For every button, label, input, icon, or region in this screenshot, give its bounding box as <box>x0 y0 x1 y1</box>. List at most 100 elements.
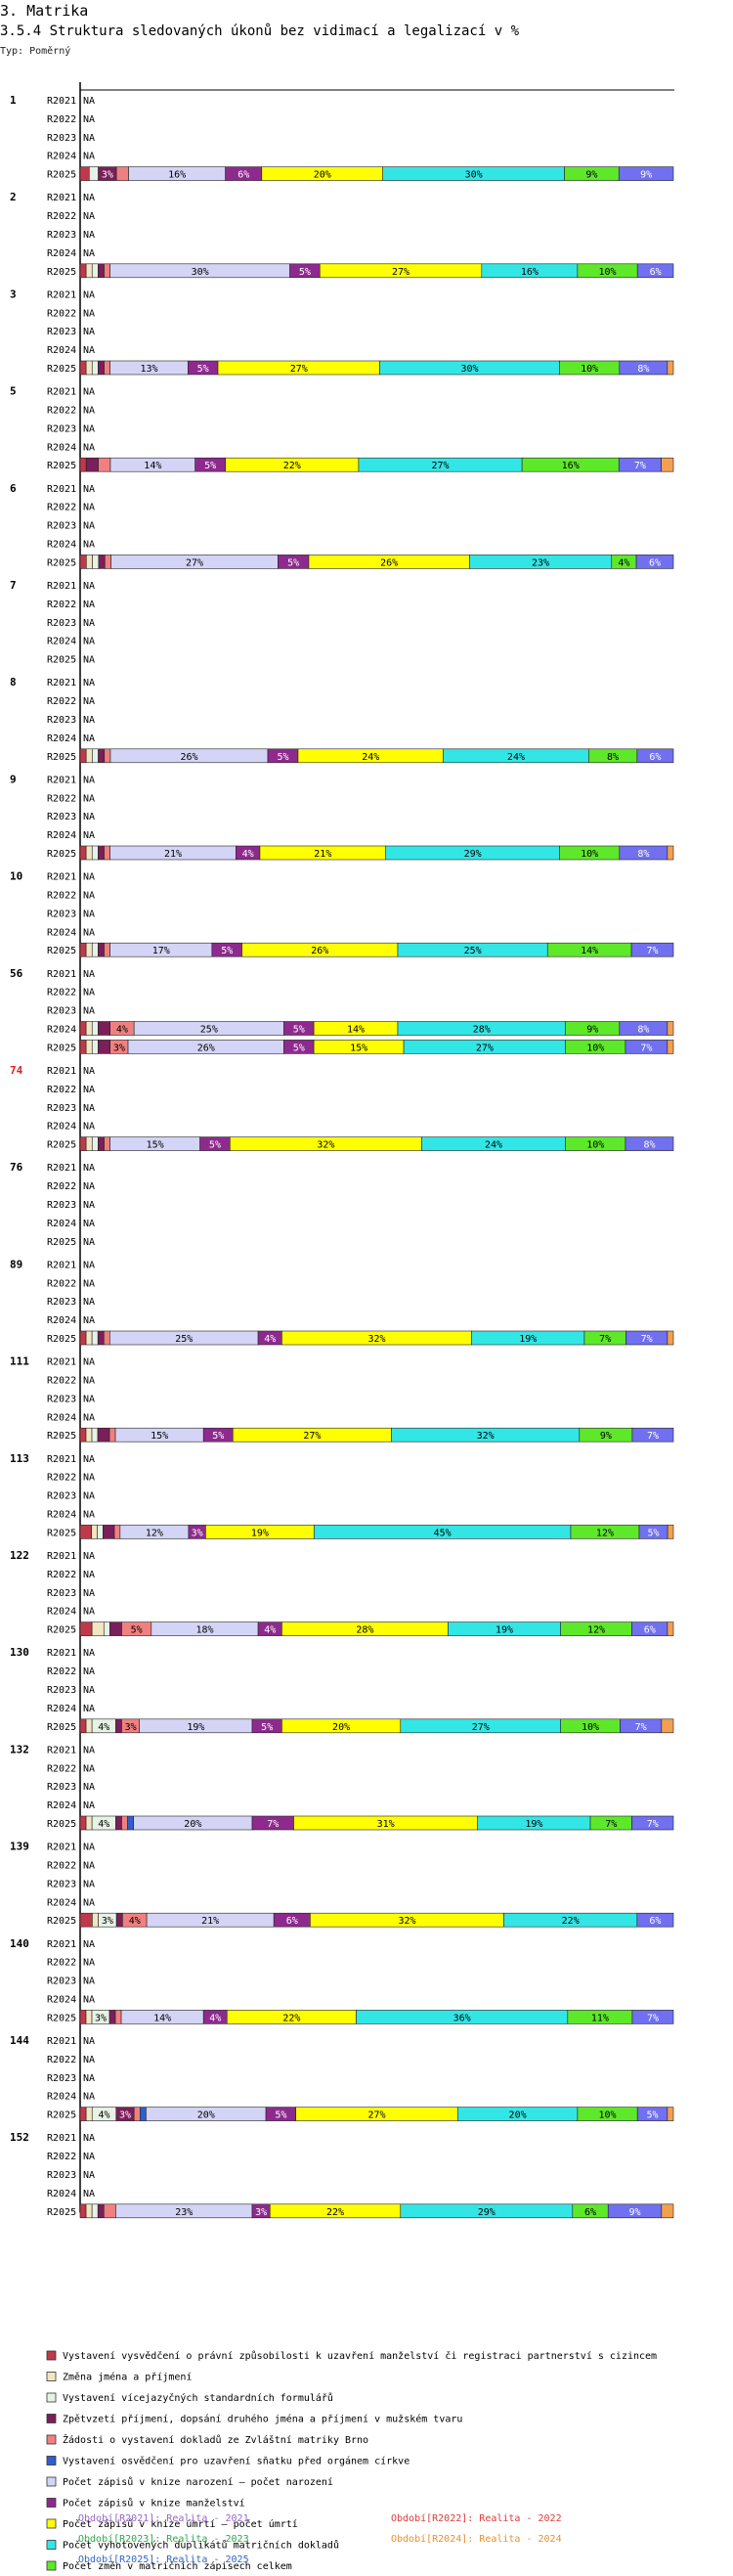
legend-swatch <box>46 2540 57 2550</box>
na-label: NA <box>83 715 95 726</box>
year-tick-label: R2021 <box>47 581 76 592</box>
na-label: NA <box>83 230 95 241</box>
data-label: 32% <box>398 1916 415 1927</box>
bar-segment <box>631 1427 674 1443</box>
na-label: NA <box>83 655 95 666</box>
bar-segment <box>79 1021 87 1036</box>
year-tick-label: R2021 <box>47 2036 76 2047</box>
chart-type-label: Typ: Poměrný <box>0 46 71 57</box>
bar-segment <box>91 263 99 279</box>
year-tick-label: R2023 <box>47 1200 76 1211</box>
legend-swatch <box>46 2498 57 2508</box>
year-tick-label: R2024 <box>47 637 76 647</box>
year-tick-label: R2021 <box>47 193 76 203</box>
bar-segment <box>667 1525 674 1539</box>
year-tick-label: R2021 <box>47 2133 76 2144</box>
data-label: 5% <box>204 461 216 471</box>
na-label: NA <box>83 133 95 144</box>
year-tick-label: R2025 <box>47 1431 76 1442</box>
bar-segment <box>79 166 90 181</box>
year-tick-label: R2021 <box>47 775 76 785</box>
bar-segment <box>79 2010 87 2024</box>
bar-segment <box>91 1427 99 1443</box>
data-label: 14% <box>144 461 161 471</box>
period-legend-entry: Období[R2025]: Realita - 2025 <box>78 2554 249 2565</box>
bar-segment <box>631 1815 674 1831</box>
na-label: NA <box>83 581 95 592</box>
bar-segment <box>636 263 674 279</box>
bar-segment <box>92 555 100 569</box>
year-tick-label: R2025 <box>47 461 76 471</box>
bar-segment <box>104 1136 110 1151</box>
bar-segment <box>79 2107 87 2121</box>
data-label: 27% <box>392 267 410 278</box>
data-label: 7% <box>647 2013 659 2023</box>
na-label: NA <box>83 1958 95 1969</box>
bar-segment <box>631 2010 674 2024</box>
bar-segment <box>85 1021 93 1036</box>
year-tick-label: R2025 <box>47 655 76 666</box>
na-label: NA <box>83 696 95 707</box>
bar-segment <box>79 1040 87 1054</box>
year-tick-label: R2022 <box>47 1666 76 1677</box>
na-label: NA <box>83 1763 95 1774</box>
na-label: NA <box>83 1412 95 1423</box>
bar-segment <box>85 1136 93 1151</box>
bar-segment <box>97 1330 105 1346</box>
bar-segment <box>79 263 87 279</box>
data-label: 7% <box>647 1431 659 1442</box>
data-label: 19% <box>519 1334 537 1345</box>
year-tick-label: R2025 <box>47 170 76 181</box>
legend-swatch <box>46 2476 57 2487</box>
data-label: 20% <box>332 1722 350 1733</box>
data-label: 8% <box>637 849 649 860</box>
na-label: NA <box>83 1897 95 1908</box>
bar-segment <box>104 942 110 957</box>
year-tick-label: R2022 <box>47 2055 76 2065</box>
data-label: 29% <box>464 849 482 860</box>
year-tick-label: R2024 <box>47 540 76 551</box>
year-tick-label: R2025 <box>47 1916 76 1927</box>
bar-segment <box>667 1330 674 1346</box>
data-label: 26% <box>311 946 328 956</box>
legend-swatch <box>46 2434 57 2445</box>
bar-segment <box>79 1815 87 1831</box>
data-label: 22% <box>326 2207 344 2218</box>
period-legend-entry: Období[R2021]: Realita - 2021 <box>78 2512 249 2524</box>
year-tick-label: R2024 <box>47 1315 76 1326</box>
data-label: 3% <box>125 1722 137 1733</box>
period-legend-entry: Období[R2022]: Realita - 2022 <box>391 2512 562 2524</box>
bar-segment <box>85 748 93 764</box>
data-label: 4% <box>99 2110 110 2121</box>
data-label: 8% <box>607 752 619 763</box>
year-tick-label: R2022 <box>47 988 76 999</box>
na-label: NA <box>83 1861 95 1872</box>
data-label: 4% <box>129 1916 141 1927</box>
data-label: 12% <box>146 1528 163 1538</box>
year-tick-label: R2025 <box>47 946 76 956</box>
bar-segment <box>91 1021 99 1036</box>
data-label: 3% <box>113 1043 125 1053</box>
na-label: NA <box>83 2055 95 2065</box>
data-label: 7% <box>647 946 659 956</box>
na-label: NA <box>83 1066 95 1077</box>
legend-entry: Počet zápisů v knize úmrtí – počet úmrtí <box>63 2518 298 2530</box>
na-label: NA <box>83 1297 95 1308</box>
na-label: NA <box>83 1085 95 1095</box>
na-label: NA <box>83 1473 95 1484</box>
year-tick-label: R2024 <box>47 1995 76 2006</box>
data-label: 5% <box>647 2110 659 2121</box>
data-label: 4% <box>209 2013 221 2023</box>
na-label: NA <box>83 1551 95 1562</box>
year-tick-label: R2023 <box>47 133 76 144</box>
data-label: 3% <box>95 2013 107 2023</box>
bar-segment <box>667 360 674 376</box>
group-label: 132 <box>10 1743 29 1755</box>
data-label: 23% <box>175 2207 193 2218</box>
chart-title: 3.5.4 Struktura sledovaných úkonů bez vi… <box>0 23 520 39</box>
bar-segment <box>635 555 674 569</box>
data-label: 26% <box>180 752 197 763</box>
na-label: NA <box>83 637 95 647</box>
bar-segment <box>108 2010 116 2024</box>
